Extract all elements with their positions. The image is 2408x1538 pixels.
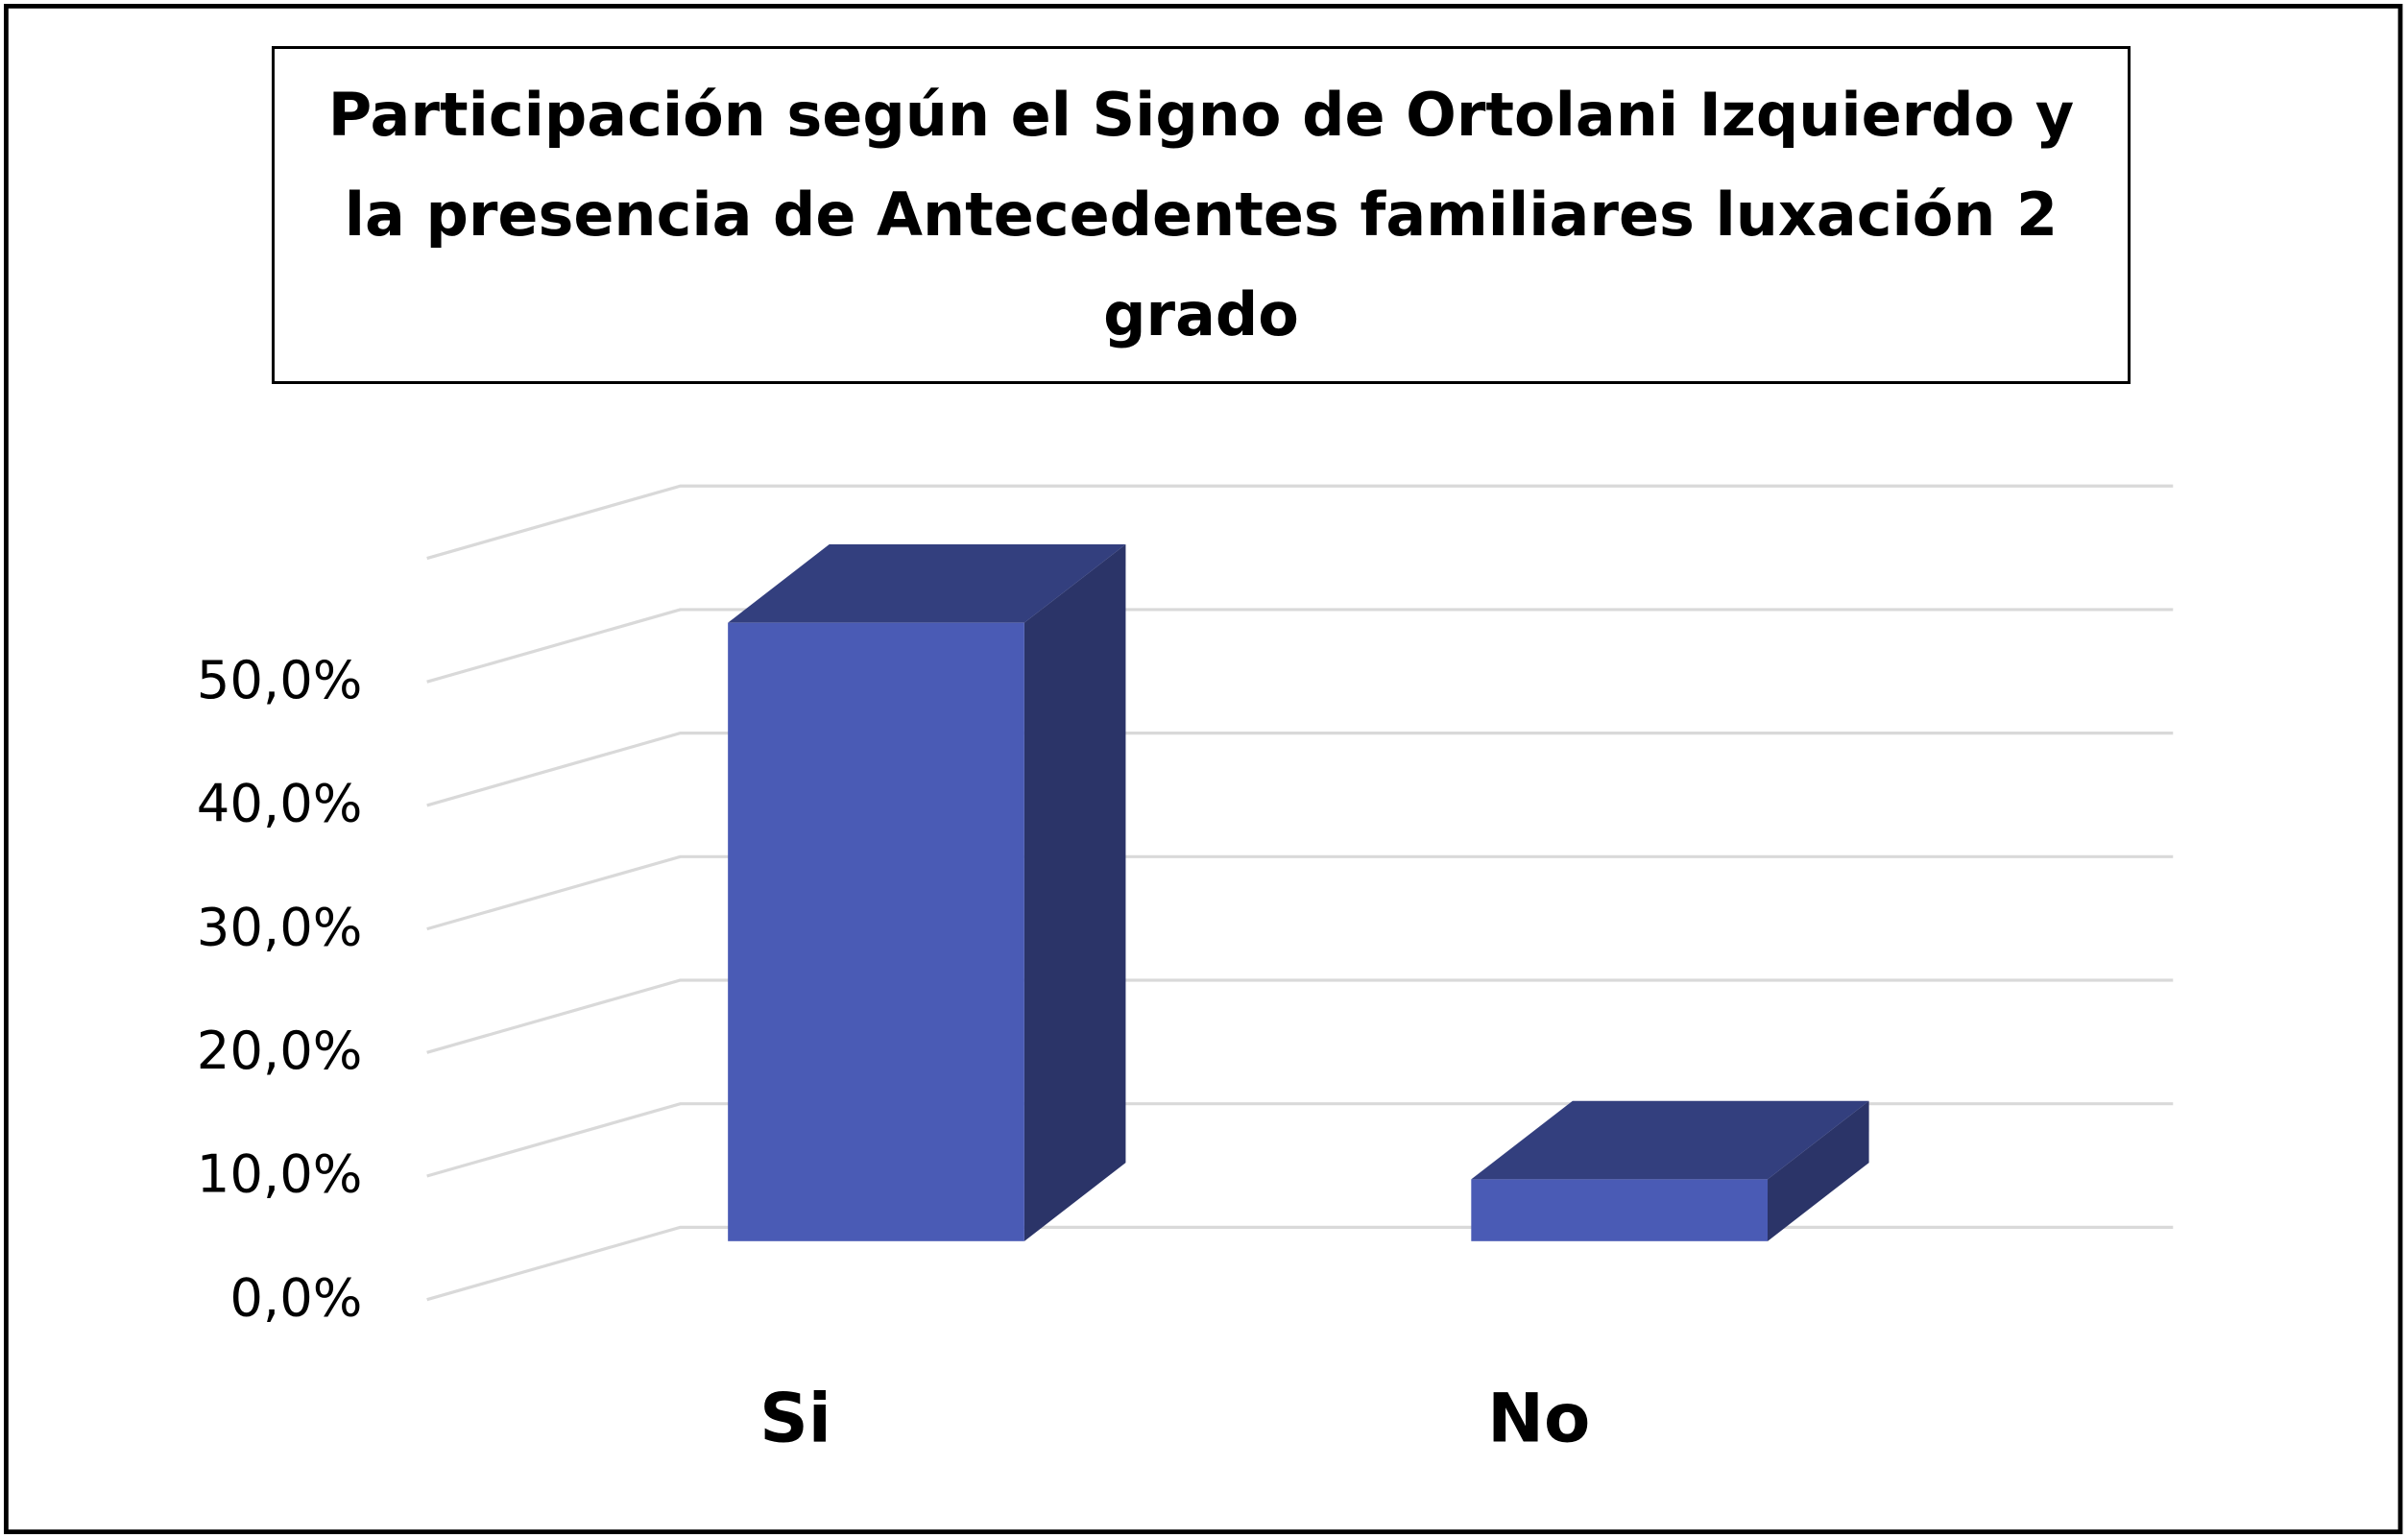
chart-border bbox=[3, 4, 2403, 1534]
y-tick-label: 50,0% bbox=[197, 649, 363, 710]
grid-line bbox=[426, 608, 2174, 684]
y-tick-label: 10,0% bbox=[197, 1143, 363, 1205]
bar bbox=[728, 622, 1024, 1241]
chart-title: Participación según el Signo de Ortolani… bbox=[272, 46, 2131, 384]
grid-line bbox=[426, 854, 2174, 931]
grid-line bbox=[426, 484, 2174, 561]
grid-line bbox=[426, 732, 2174, 807]
grid-line bbox=[426, 1225, 2174, 1302]
y-tick-label: 40,0% bbox=[197, 773, 363, 834]
bar-top bbox=[728, 543, 1126, 623]
bar-top bbox=[1471, 1100, 1869, 1180]
y-tick-label: 0,0% bbox=[229, 1266, 362, 1328]
grid-line bbox=[426, 1102, 2174, 1178]
bar-side bbox=[1023, 543, 1126, 1241]
y-tick-label: 20,0% bbox=[197, 1020, 363, 1081]
y-tick-label: 30,0% bbox=[197, 896, 363, 957]
x-tick-label: Si bbox=[759, 1379, 831, 1457]
bar bbox=[1471, 1179, 1769, 1241]
grid-line bbox=[426, 978, 2174, 1054]
x-tick-label: No bbox=[1487, 1379, 1590, 1457]
bar-side bbox=[1768, 1100, 1869, 1241]
